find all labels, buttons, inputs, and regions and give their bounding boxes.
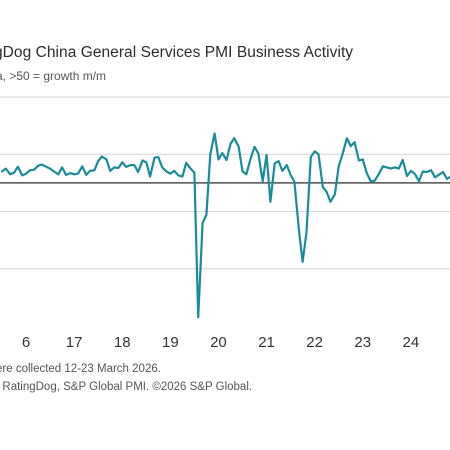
- footnote-source: : RatingDog, S&P Global PMI. ©2026 S&P G…: [0, 381, 253, 393]
- x-tick-label-2019: 19: [162, 334, 179, 351]
- x-tick-labels: 6171819202122232425: [22, 334, 420, 351]
- x-tick-label-2018: 18: [114, 334, 131, 351]
- chart-subtitle: a, >50 = growth m/m: [0, 69, 107, 83]
- x-tick-label-2016: 6: [22, 334, 30, 351]
- x-tick-label-2023: 23: [354, 334, 371, 351]
- series-line-services-pmi: [0, 132, 450, 319]
- x-tick-label-2022: 22: [306, 334, 323, 351]
- x-tick-label-2024: 24: [403, 334, 420, 351]
- footnote-data-collection: ere collected 12-23 March 2026.: [0, 363, 161, 375]
- x-tick-label-2021: 21: [258, 334, 275, 351]
- x-tick-label-2017: 17: [66, 334, 83, 351]
- chart-title: gDog China General Services PMI Business…: [0, 44, 354, 61]
- gridlines: [0, 96, 450, 270]
- x-tick-label-2020: 20: [210, 334, 227, 351]
